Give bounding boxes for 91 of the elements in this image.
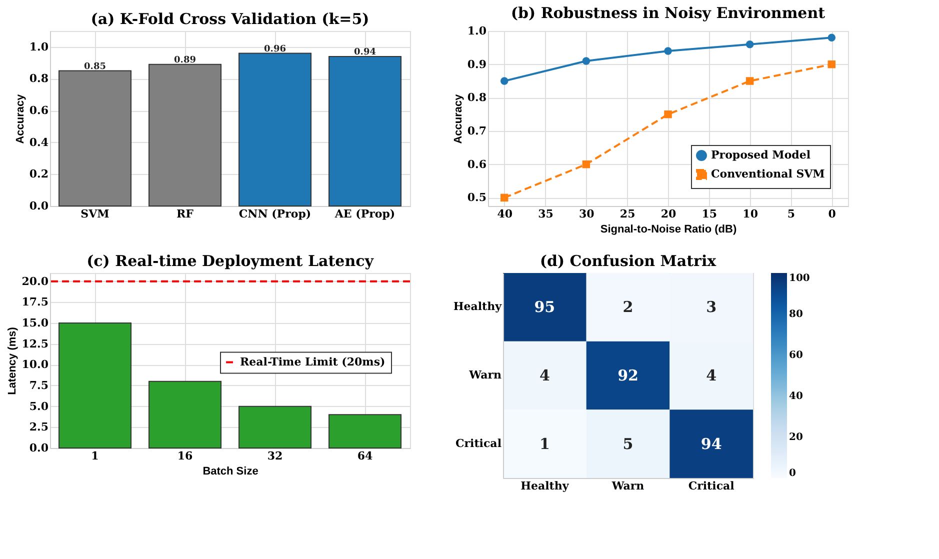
color-bar-label: 0 [789, 468, 796, 479]
data-label: 0.85 [84, 62, 106, 72]
color-bar-label: 60 [789, 350, 803, 361]
y-tick-label: 7.5 [29, 379, 48, 392]
y-tick-label: 0.0 [29, 200, 49, 212]
point [500, 77, 508, 85]
bar [328, 414, 402, 448]
bar [148, 380, 222, 448]
data-label: 95 [534, 298, 556, 316]
y-axis-title: Accuracy [14, 93, 26, 144]
x-tick-label: 25 [620, 208, 636, 220]
x-tick-label: Warn [610, 480, 644, 492]
y-tick-label: 0.4 [29, 136, 49, 149]
bar [238, 406, 312, 448]
y-tick-label: 0.0 [29, 442, 49, 454]
y-tick-label: 0.8 [467, 91, 487, 104]
chart-title: (a) K-Fold Cross Validation (k=5) [90, 10, 370, 28]
y-tick-label: 0.2 [29, 168, 48, 181]
x-tick-label: 35 [538, 208, 554, 220]
y-tick-label: 15.0 [22, 316, 49, 330]
y-tick-label: 0.6 [467, 158, 487, 171]
chart-title: (d) Confusion Matrix [540, 252, 718, 270]
x-tick-label: 1 [91, 450, 99, 462]
y-tick-label: 10.0 [22, 358, 49, 372]
chart-title: (b) Robustness in Noisy Environment [510, 4, 826, 22]
x-tick-label: 16 [177, 450, 193, 462]
x-tick-label: CNN (Prop) [238, 208, 312, 220]
bar [58, 322, 132, 448]
y-tick-label: 1.0 [467, 24, 487, 38]
y-tick-label: 0.8 [29, 72, 49, 86]
point [746, 40, 754, 48]
x-tick-label: 64 [357, 450, 373, 462]
y-tick-label: 2.5 [29, 420, 48, 434]
y-tick-label: 1.0 [29, 40, 49, 54]
data-label: 4 [539, 366, 550, 384]
data-label: 0.96 [264, 44, 286, 54]
point [664, 47, 672, 55]
data-label: 4 [706, 366, 717, 384]
point [582, 160, 590, 168]
point [828, 60, 836, 68]
x-tick-label: Healthy [520, 480, 570, 492]
x-tick-label: 20 [660, 208, 676, 220]
chart-title: (c) Real-time Deployment Latency [86, 252, 375, 270]
point [746, 77, 754, 85]
x-tick-label: RF [176, 208, 194, 220]
y-tick-label: 20.0 [22, 274, 49, 288]
y-tick-label: Healthy [453, 300, 502, 314]
y-tick-label: 0.9 [467, 58, 486, 71]
x-tick-label: 40 [497, 208, 513, 220]
point [664, 110, 672, 118]
point [828, 34, 836, 42]
y-tick-label: 0.5 [467, 191, 486, 204]
y-tick-label: 5.0 [29, 400, 49, 413]
x-tick-label: 15 [702, 208, 718, 220]
legend-label: Proposed Model [711, 148, 811, 162]
legend-label: Real-Time Limit (20ms) [240, 355, 386, 368]
x-tick-label: 0 [828, 208, 836, 220]
x-tick-label: SVM [80, 208, 110, 220]
color-bar-label: 80 [789, 309, 803, 320]
x-tick-label: 10 [742, 208, 758, 220]
y-tick-label: Warn [468, 368, 502, 382]
legend-label: Conventional SVM [711, 168, 825, 180]
x-tick-label: 5 [787, 208, 796, 220]
y-tick-label: 12.5 [22, 337, 48, 350]
y-axis-title: Latency (ms) [6, 326, 19, 395]
x-tick-label: 30 [579, 208, 595, 220]
bar [238, 52, 312, 206]
y-axis-title: Accuracy [452, 93, 464, 144]
color-bar-label: 20 [789, 432, 803, 443]
x-tick-label: 32 [267, 450, 283, 462]
y-tick-label: 0.6 [29, 104, 49, 118]
data-label: 94 [700, 434, 722, 453]
bar [58, 70, 132, 206]
data-label: 2 [622, 298, 634, 316]
bar [328, 56, 402, 206]
point [582, 57, 590, 65]
point [500, 194, 508, 202]
y-tick-label: Critical [456, 436, 502, 450]
data-label: 0.89 [174, 55, 196, 66]
x-tick-label: Critical [688, 480, 734, 492]
y-tick-label: 0.7 [467, 124, 486, 138]
data-label: 92 [618, 366, 638, 384]
bar [148, 64, 222, 206]
x-tick-label: AE (Prop) [334, 208, 396, 220]
color-bar-label: 100 [789, 273, 810, 284]
y-tick-label: 17.5 [22, 296, 48, 309]
x-axis-title: Signal-to-Noise Ratio (dB) [600, 224, 737, 236]
data-label: 0.94 [354, 47, 376, 58]
data-label: 3 [706, 298, 717, 316]
color-bar-label: 40 [789, 391, 803, 402]
x-axis-title: Batch Size [202, 466, 258, 478]
